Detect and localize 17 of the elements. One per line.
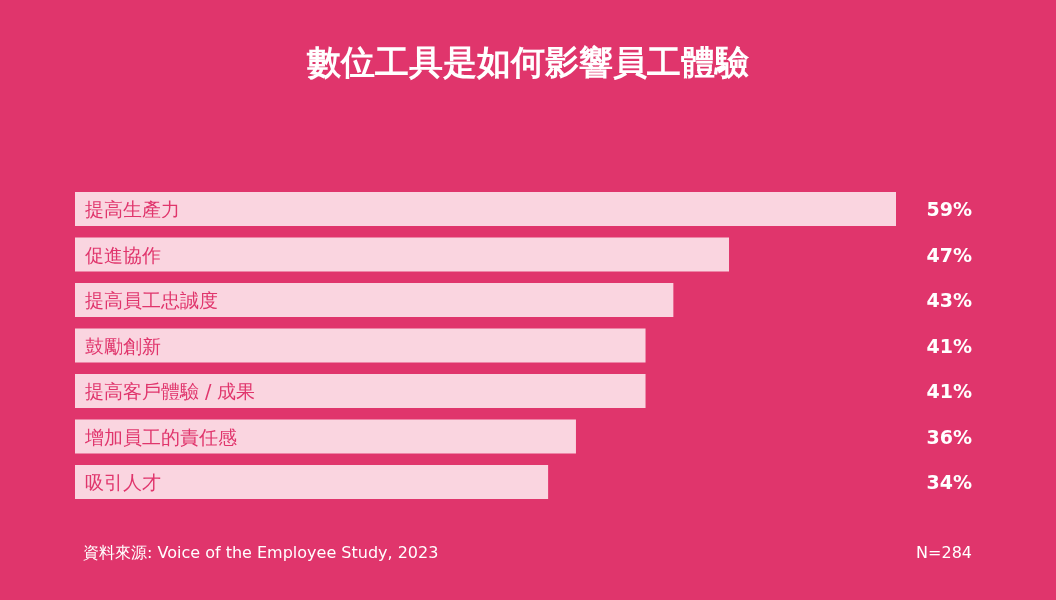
data-label: 36%	[926, 425, 972, 448]
data-label: 43%	[926, 289, 972, 311]
y-tick-label: 提高員工忠誠度	[85, 289, 218, 311]
data-label: 47%	[926, 243, 972, 266]
title: 數位工具是如何影響員工體驗	[307, 42, 749, 82]
data-label: 41%	[926, 380, 972, 402]
y-tick-label: 鼓勵創新	[85, 334, 161, 357]
y-tick-label: 提高生產力	[85, 198, 180, 220]
annotation: 資料來源: Voice of the Employee Study, 2023	[83, 543, 439, 562]
data-label: 59%	[926, 198, 972, 220]
data-label: 34%	[926, 471, 972, 493]
annotation: N=284	[916, 543, 972, 562]
y-tick-label: 吸引人才	[85, 471, 161, 493]
y-tick-label: 增加員工的責任感	[84, 425, 237, 448]
y-tick-label: 提高客戶體驗 / 成果	[85, 380, 256, 402]
data-label: 41%	[926, 334, 972, 357]
y-tick-label: 促進協作	[85, 243, 161, 266]
